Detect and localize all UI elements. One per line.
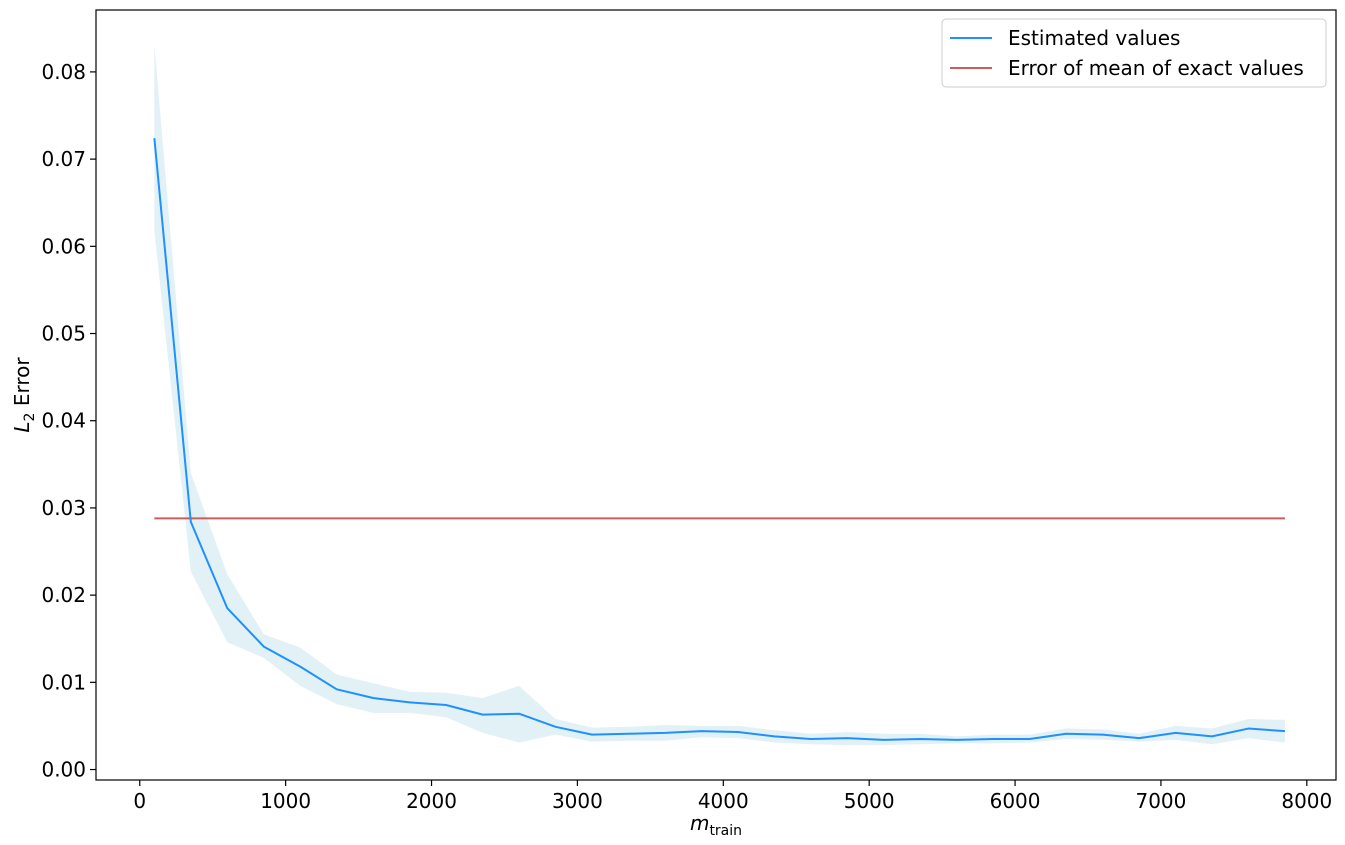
estimated-point (846, 737, 848, 739)
y-axis-title-main: L (10, 421, 34, 432)
y-tick-label: 0.07 (41, 147, 86, 171)
y-axis-title-sub: 2 (22, 413, 38, 422)
legend-label-estimated: Estimated values (1008, 26, 1180, 50)
y-tick-label: 0.04 (41, 409, 86, 433)
y-axis-title: L2 Error (10, 357, 38, 433)
estimated-point (1247, 728, 1249, 730)
legend-label-exact-mean: Error of mean of exact values (1008, 56, 1304, 80)
estimated-point (1175, 732, 1177, 734)
plot-frame (95, 9, 1337, 781)
estimated-point (1065, 733, 1067, 735)
estimated-point (992, 738, 994, 740)
estimated-point (482, 714, 484, 716)
estimated-point (336, 688, 338, 690)
estimated-point (1138, 737, 1140, 739)
x-axis-title-sub: train (709, 823, 742, 839)
estimated-values-line (153, 138, 1286, 741)
plot-area (153, 44, 1286, 746)
estimated-point (445, 704, 447, 706)
estimated-point (1211, 735, 1213, 737)
estimated-point (664, 732, 666, 734)
y-tick-label: 0.05 (41, 322, 86, 346)
y-tick-label: 0.08 (41, 60, 86, 84)
estimated-point (153, 137, 155, 139)
y-tick-label: 0.01 (41, 670, 86, 694)
estimated-point (1284, 730, 1286, 732)
x-tick-label: 5000 (844, 789, 895, 813)
estimated-point (263, 646, 265, 648)
estimated-point (627, 733, 629, 735)
estimated-point (299, 666, 301, 668)
y-tick-label: 0.06 (41, 234, 86, 258)
estimated-point (956, 739, 958, 741)
estimated-point (810, 738, 812, 740)
estimated-point (409, 701, 411, 703)
estimated-point (773, 735, 775, 737)
estimated-point (1029, 738, 1031, 740)
x-tick-label: 1000 (260, 789, 311, 813)
legend: Estimated values Error of mean of exact … (941, 18, 1327, 88)
estimated-point (737, 731, 739, 733)
x-tick-label: 4000 (698, 789, 749, 813)
legend-box (941, 18, 1327, 88)
y-tick-label: 0.03 (41, 496, 86, 520)
y-tick-label: 0.00 (41, 758, 86, 782)
estimated-point (919, 738, 921, 740)
estimated-point (190, 521, 192, 523)
estimated-point (1102, 734, 1104, 736)
x-axis-title-main: m (690, 811, 709, 835)
y-tick-label: 0.02 (41, 583, 86, 607)
y-axis-title-rest: Error (10, 357, 34, 413)
x-tick-label: 7000 (1135, 789, 1186, 813)
estimated-point (518, 713, 520, 715)
estimated-point (883, 739, 885, 741)
estimated-point (555, 726, 557, 728)
x-tick-label: 3000 (552, 789, 603, 813)
estimated-confidence-band (154, 44, 1285, 746)
x-axis-title: mtrain (690, 811, 742, 839)
x-axis: 0 1000 2000 3000 4000 5000 6000 7000 8000 (133, 780, 1332, 813)
x-tick-label: 0 (133, 789, 146, 813)
x-tick-label: 6000 (990, 789, 1041, 813)
estimated-point (591, 734, 593, 736)
x-tick-label: 2000 (406, 789, 457, 813)
x-tick-label: 8000 (1281, 789, 1332, 813)
estimated-point (700, 730, 702, 732)
estimated-point (226, 607, 228, 609)
estimated-point (372, 697, 374, 699)
y-axis: 0.00 0.01 0.02 0.03 0.04 0.05 0.06 0.07 0.08 (41, 60, 96, 782)
